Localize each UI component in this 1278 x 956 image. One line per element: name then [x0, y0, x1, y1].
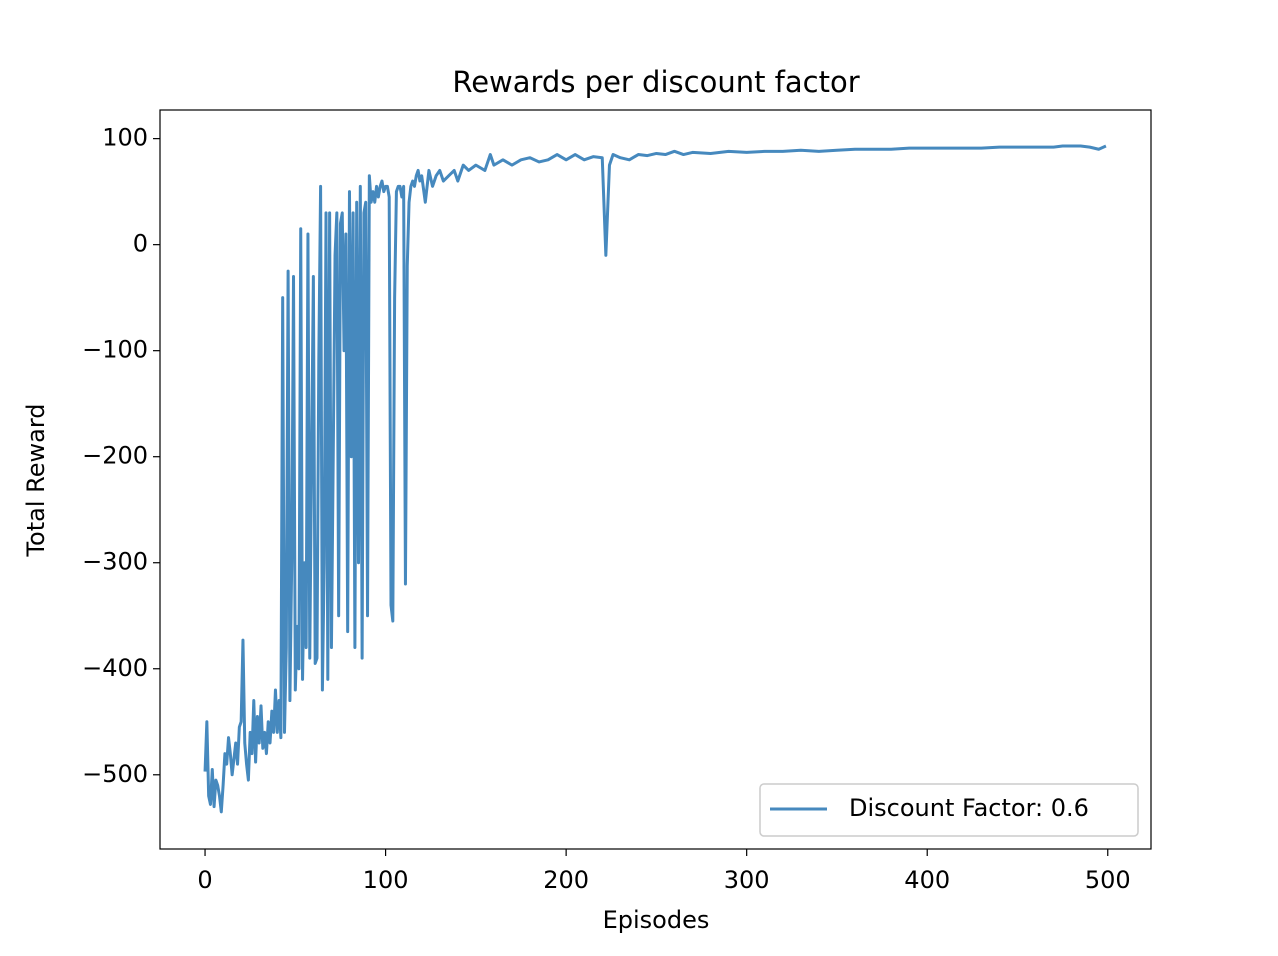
- legend-box: [759, 783, 1139, 837]
- x-tick-label: 300: [724, 866, 770, 894]
- y-tick-label: −300: [82, 548, 148, 576]
- legend-label: Discount Factor: 0.6: [849, 794, 1089, 822]
- y-tick-label: −200: [82, 442, 148, 470]
- y-tick-label: −100: [82, 336, 148, 364]
- x-tick-label: 0: [197, 866, 212, 894]
- y-tick-label: −500: [82, 760, 148, 788]
- plot-frame: [159, 109, 1152, 850]
- x-axis-label: Episodes: [603, 906, 710, 934]
- x-tick-label: 100: [363, 866, 409, 894]
- chart-title: Rewards per discount factor: [452, 65, 859, 99]
- y-tick-label: 100: [102, 124, 148, 152]
- x-tick-label: 400: [904, 866, 950, 894]
- y-tick-label: −400: [82, 654, 148, 682]
- series-line: [203, 144, 1107, 814]
- x-tick-label: 500: [1085, 866, 1131, 894]
- y-axis-label: Total Reward: [22, 403, 50, 557]
- x-tick-label: 200: [543, 866, 589, 894]
- y-tick-label: 0: [133, 230, 148, 258]
